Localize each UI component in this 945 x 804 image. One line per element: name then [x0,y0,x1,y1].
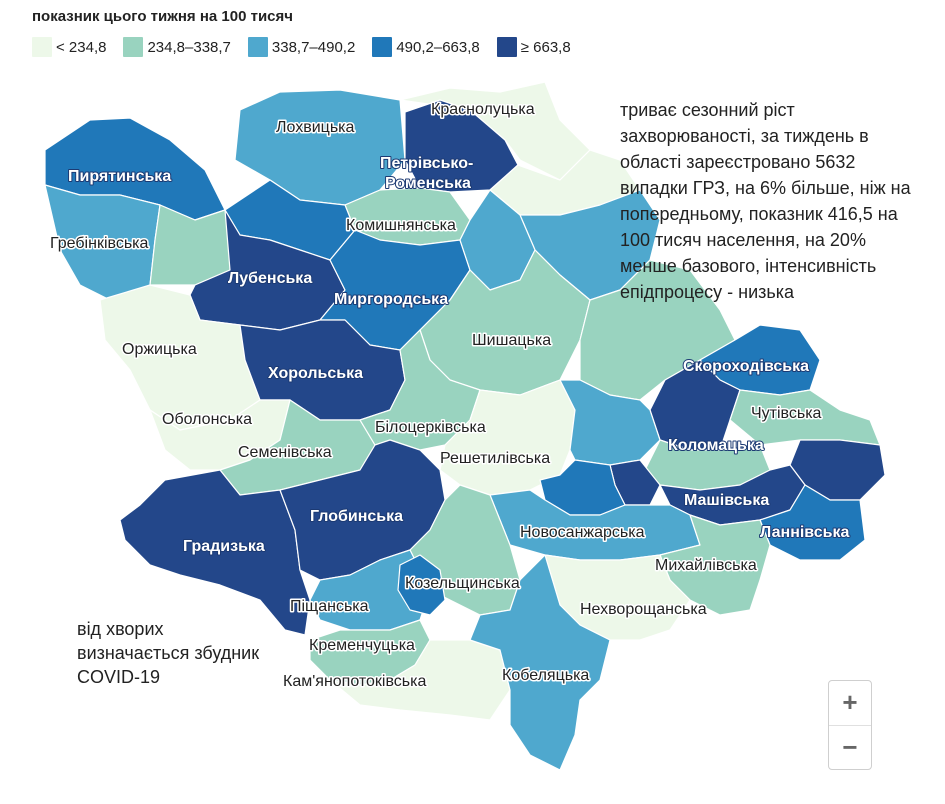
zoom-control: + − [828,680,872,770]
label-shyshatska: Шишацька [472,332,551,349]
region-kobeliatska[interactable] [469,554,611,771]
label-hradyzka: Градизька [183,538,265,555]
legend-swatch-4 [372,37,393,57]
label-kozelshchynska: Козельщинська [405,575,520,592]
region-hradyzka[interactable] [119,469,311,636]
legend-item-2[interactable]: 234,8–338,7 [123,37,231,57]
legend-swatch-1 [32,37,52,57]
label-myrhorodska: Миргородська [334,291,448,308]
label-kolomatska: Коломацька [668,437,764,454]
region-kozelshchynska-blue[interactable] [397,554,446,616]
label-novosanzharska: Новосанжарська [520,524,645,541]
region-lannivska[interactable] [759,484,866,561]
label-bilotserkivska: Білоцерківська [375,419,486,436]
label-orzhytska: Оржицька [122,341,197,358]
legend-label-3: 338,7–490,2 [271,38,356,56]
label-chutivska: Чутівська [751,405,822,422]
label-petrivsko-romenska-2: Роменська [385,175,471,192]
label-lubenska: Лубенська [228,270,312,287]
legend: < 234,8 234,8–338,7 338,7–490,2 490,2–66… [32,37,571,57]
legend-label-4: 490,2–663,8 [396,38,480,56]
label-pyriatynska: Пирятинська [68,168,171,185]
info-text: триває сезонний ріст захворюваності, за … [620,100,911,302]
label-skorokhodivska: Скороходівська [683,358,809,375]
label-mashivska: Машівська [684,492,769,509]
label-nekhvoroshchanska: Нехворощанська [580,601,707,618]
region-bilotserkivska[interactable] [359,329,481,451]
label-komyshnianska: Комишнянська [346,217,456,234]
legend-swatch-5 [496,37,517,57]
label-kamianopotokivska: Кам'янопотоківська [283,673,426,690]
zoom-in-button[interactable]: + [842,687,858,718]
legend-label-1: < 234,8 [56,38,107,56]
label-petrivsko-romenska-1: Петрівсько- [380,155,473,172]
legend-swatch-3 [247,37,268,57]
label-obolonska: Оболонська [162,411,252,428]
region-pre-kolomatska[interactable] [559,379,661,466]
legend-item-5[interactable]: ≥ 663,8 [496,37,571,57]
legend-item-4[interactable]: 490,2–663,8 [372,37,480,57]
legend-label-2: 234,8–338,7 [147,38,231,56]
label-hlobynska: Глобинська [310,508,403,525]
legend-swatch-2 [123,37,144,57]
legend-item-3[interactable]: 338,7–490,2 [247,37,356,57]
legend-item-1[interactable]: < 234,8 [32,37,106,57]
covid-note: від хворих визначається збудник COVID-19 [77,619,260,687]
label-lokhvytska: Лохвицька [276,119,355,136]
label-semenivska: Семенівська [238,444,332,461]
label-kobeliatska: Кобеляцька [502,667,589,684]
label-krasnolutska: Краснолуцька [431,101,535,118]
legend-label-5: ≥ 663,8 [520,38,571,56]
label-pishchanska: Піщанська [290,598,369,615]
label-kremenchutska: Кременчуцька [309,637,415,654]
label-khorolska: Хорольська [268,365,363,382]
zoom-out-button[interactable]: − [829,724,871,770]
region-labels: Краснолуцька Лохвицька Петрівсько- Ромен… [49,100,851,692]
label-mykhailivska: Михайлівська [655,557,757,574]
label-lannivska: Ланнівська [760,524,849,541]
label-hrebinkivska: Гребінківська [50,235,149,252]
label-reshetylivska: Решетилівська [440,450,550,467]
legend-title: показник цього тижня на 100 тисяч [32,8,293,25]
